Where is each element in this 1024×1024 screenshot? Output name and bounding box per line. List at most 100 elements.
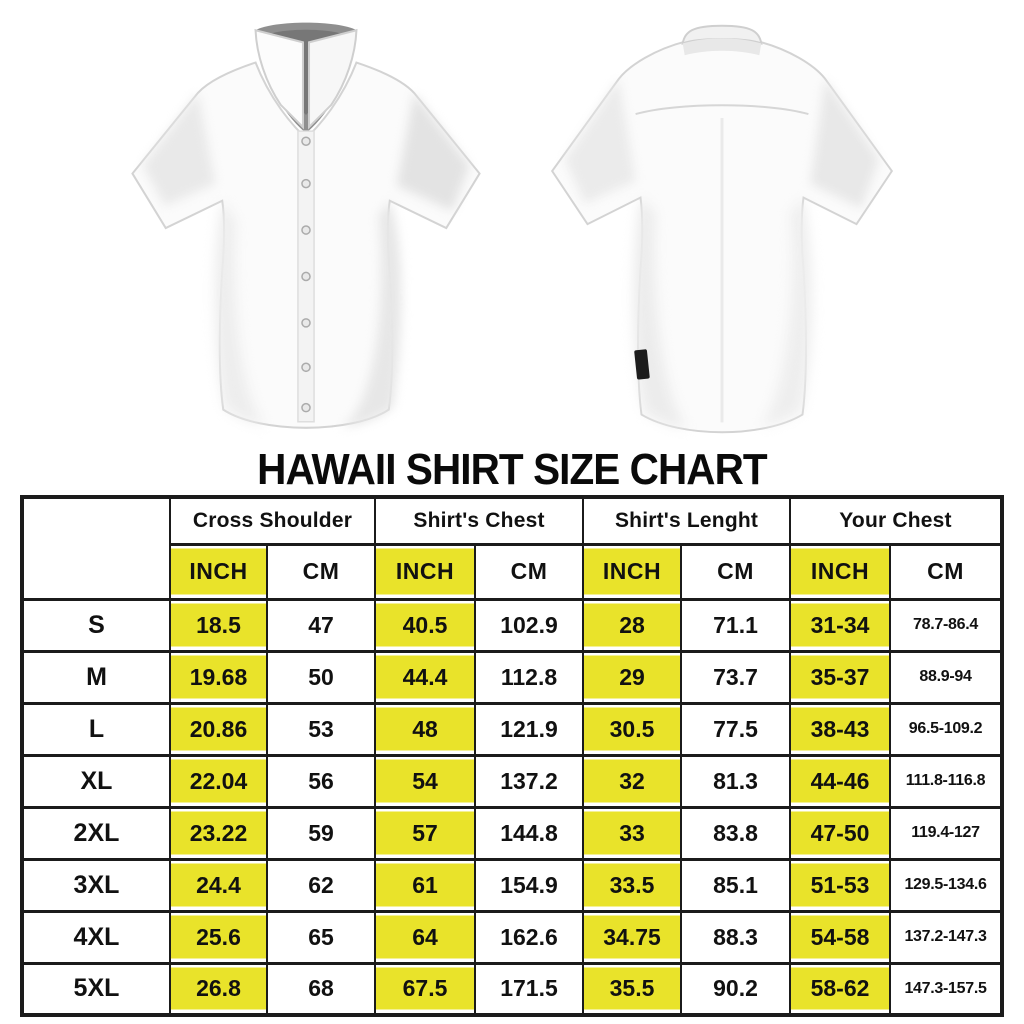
cell-your-chest-inch: 35-37: [789, 649, 892, 705]
size-label: 4XL: [20, 909, 171, 965]
cell-shirts-chest-inch: 64: [374, 909, 476, 965]
cell-shirts-lenght-cm: 90.2: [680, 961, 792, 1017]
page-title: HAWAII SHIRT SIZE CHART: [257, 445, 768, 494]
table-row-3xl: 3XL 24.4 62 61 154.9 33.5 85.1 51-53 129…: [20, 857, 1004, 913]
unit-header-inch: INCH: [374, 542, 476, 601]
cell-shirts-lenght-cm: 83.8: [680, 805, 792, 861]
cell-your-chest-cm: 137.2-147.3: [889, 909, 1004, 965]
cell-shirts-lenght-cm: 71.1: [680, 597, 792, 653]
cell-shirts-chest-inch: 40.5: [374, 597, 476, 653]
unit-header-row: INCH CM INCH CM INCH CM INCH CM: [22, 542, 1004, 601]
column-group-shirts-lenght: Shirt's Lenght: [582, 495, 792, 546]
cell-shirts-lenght-cm: 73.7: [680, 649, 792, 705]
cell-your-chest-inch: 54-58: [789, 909, 892, 965]
corner-cell: [20, 495, 171, 601]
cell-cross-shoulder-inch: 20.86: [168, 701, 268, 757]
cell-your-chest-inch: 44-46: [789, 753, 892, 809]
cell-shirts-lenght-inch: 32: [582, 753, 683, 809]
cell-shirts-chest-cm: 171.5: [473, 961, 585, 1017]
cell-your-chest-cm: 111.8-116.8: [889, 753, 1004, 809]
shirt-front-shade-sleeve-right: [396, 92, 470, 211]
cell-your-chest-inch: 47-50: [789, 805, 892, 861]
unit-header-cm: CM: [473, 542, 585, 601]
cell-shirts-lenght-inch: 33: [582, 805, 683, 861]
table-row-m: M 19.68 50 44.4 112.8 29 73.7 35-37 88.9…: [20, 649, 1004, 705]
size-label: L: [20, 701, 171, 757]
cell-shirts-lenght-inch: 34.75: [582, 909, 683, 965]
cell-your-chest-cm: 96.5-109.2: [889, 701, 1004, 757]
cell-cross-shoulder-cm: 53: [265, 701, 377, 757]
cell-cross-shoulder-cm: 68: [265, 961, 377, 1017]
shirt-front-collar-right: [308, 28, 358, 130]
cell-shirts-chest-cm: 144.8: [473, 805, 585, 861]
shirt-front-shade-left: [214, 200, 266, 426]
column-group-shirts-chest: Shirt's Chest: [373, 495, 585, 546]
table-row-l: L 20.86 53 48 121.9 30.5 77.5 38-43 96.5…: [20, 701, 1004, 757]
cell-shirts-chest-cm: 137.2: [473, 753, 585, 809]
shirt-photos-section: [0, 0, 1024, 450]
cell-cross-shoulder-inch: 23.22: [168, 805, 268, 861]
cell-cross-shoulder-inch: 18.5: [168, 597, 268, 653]
shirt-back-shade-sleeve-right: [810, 78, 880, 209]
shirt-back-yoke-seam: [635, 104, 809, 116]
cell-shirts-chest-cm: 154.9: [473, 857, 585, 913]
shirt-front-buttons: [301, 136, 311, 413]
cell-your-chest-cm: 129.5-134.6: [889, 857, 1004, 913]
cell-cross-shoulder-inch: 22.04: [168, 753, 268, 809]
cell-your-chest-inch: 58-62: [789, 961, 892, 1017]
cell-shirts-chest-inch: 48: [374, 701, 476, 757]
table-row-xl: XL 22.04 56 54 137.2 32 81.3 44-46 111.8…: [20, 753, 1004, 809]
column-group-your-chest: Your Chest: [789, 495, 1004, 546]
size-label: S: [20, 597, 171, 653]
cell-your-chest-cm: 119.4-127: [889, 805, 1004, 861]
shirt-front-collar-left: [254, 28, 304, 130]
cell-cross-shoulder-cm: 50: [265, 649, 377, 705]
cell-shirts-lenght-inch: 35.5: [582, 961, 683, 1017]
cell-cross-shoulder-inch: 24.4: [168, 857, 268, 913]
cell-cross-shoulder-cm: 47: [265, 597, 377, 653]
cell-cross-shoulder-cm: 56: [265, 753, 377, 809]
cell-your-chest-cm: 78.7-86.4: [889, 597, 1004, 653]
cell-your-chest-inch: 51-53: [789, 857, 892, 913]
shirt-front-shade-sleeve-left: [142, 92, 216, 206]
cell-cross-shoulder-cm: 65: [265, 909, 377, 965]
cell-cross-shoulder-inch: 25.6: [168, 909, 268, 965]
table-row-4xl: 4XL 25.6 65 64 162.6 34.75 88.3 54-58 13…: [20, 909, 1004, 965]
shirt-back-image: [550, 24, 894, 434]
unit-header-cm: CM: [265, 542, 377, 601]
size-label: 2XL: [20, 805, 171, 861]
cell-shirts-chest-cm: 162.6: [473, 909, 585, 965]
cell-cross-shoulder-inch: 19.68: [168, 649, 268, 705]
cell-shirts-chest-cm: 112.8: [473, 649, 585, 705]
cell-shirts-chest-inch: 57: [374, 805, 476, 861]
column-group-header-row: Cross Shoulder Shirt's Chest Shirt's Len…: [20, 495, 1004, 601]
cell-your-chest-cm: 88.9-94: [889, 649, 1004, 705]
cell-shirts-lenght-inch: 30.5: [582, 701, 683, 757]
shirt-back-shade-right: [761, 197, 813, 427]
unit-header-inch: INCH: [168, 542, 268, 601]
cell-shirts-lenght-cm: 85.1: [680, 857, 792, 913]
table-row-5xl: 5XL 26.8 68 67.5 171.5 35.5 90.2 58-62 1…: [20, 961, 1004, 1017]
cell-shirts-lenght-cm: 81.3: [680, 753, 792, 809]
cell-shirts-lenght-inch: 33.5: [582, 857, 683, 913]
cell-shirts-chest-inch: 54: [374, 753, 476, 809]
cell-cross-shoulder-inch: 26.8: [168, 961, 268, 1017]
cell-shirts-lenght-inch: 28: [582, 597, 683, 653]
shirt-back-tag: [634, 349, 650, 380]
cell-shirts-chest-cm: 121.9: [473, 701, 585, 757]
unit-header-inch: INCH: [789, 542, 892, 601]
table-row-s: S 18.5 47 40.5 102.9 28 71.1 31-34 78.7-…: [20, 597, 1004, 653]
cell-shirts-chest-inch: 67.5: [374, 961, 476, 1017]
size-chart-table: Cross Shoulder Shirt's Chest Shirt's Len…: [19, 495, 1005, 1017]
table-row-2xl: 2XL 23.22 59 57 144.8 33 83.8 47-50 119.…: [20, 805, 1004, 861]
cell-your-chest-inch: 31-34: [789, 597, 892, 653]
size-label: 3XL: [20, 857, 171, 913]
shirt-back-collar-seam: [682, 38, 762, 56]
cell-your-chest-inch: 38-43: [789, 701, 892, 757]
cell-shirts-chest-inch: 61: [374, 857, 476, 913]
unit-header-inch: INCH: [582, 542, 683, 601]
page-title-wrap: HAWAII SHIRT SIZE CHART: [0, 448, 1024, 495]
cell-shirts-lenght-inch: 29: [582, 649, 683, 705]
column-group-cross-shoulder: Cross Shoulder: [168, 495, 377, 546]
